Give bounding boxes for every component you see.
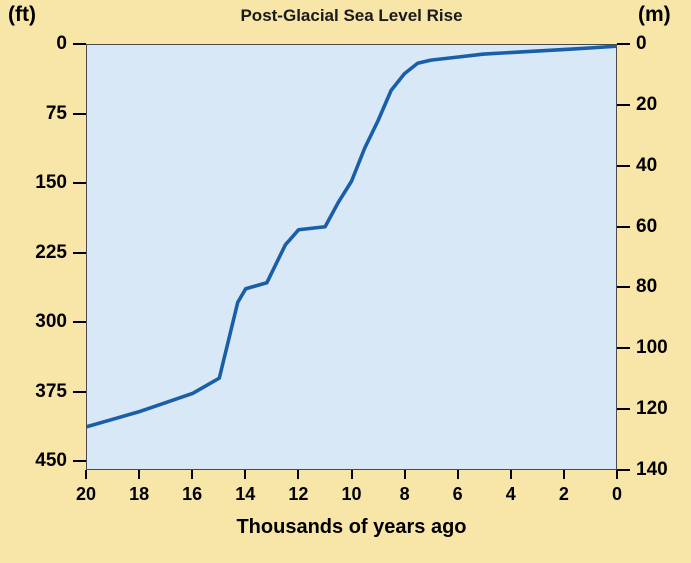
x-axis-tick-label: 20 (75, 484, 97, 504)
left-axis-tick-label: 375 (35, 380, 67, 402)
right-axis-tick (617, 408, 630, 411)
right-axis-tick-label: 140 (636, 459, 668, 480)
x-axis-label: Thousands of years ago (236, 516, 467, 538)
chart-title: Post-Glacial Sea Level Rise (240, 6, 463, 25)
x-axis-tick (138, 470, 141, 479)
right-axis-tick (617, 347, 630, 350)
left-axis-tick (73, 112, 86, 115)
right-axis-tick-label: 80 (636, 276, 658, 298)
x-axis-tick (509, 470, 512, 479)
x-axis-tick-label: 0 (611, 484, 622, 504)
right-axis-tick-label: 120 (636, 398, 668, 420)
x-axis-tick (456, 470, 459, 479)
x-axis-tick (191, 470, 194, 479)
right-axis-unit-label: (m) (638, 3, 671, 26)
x-axis-tick (562, 470, 565, 479)
left-axis-tick-label: 150 (35, 172, 67, 194)
right-axis-tick (617, 286, 630, 289)
right-axis-tick-label: 0 (636, 33, 647, 54)
right-axis-tick (617, 164, 630, 167)
left-axis-tick-label: 300 (35, 311, 67, 333)
right-axis-tick (617, 43, 630, 45)
x-axis-tick (297, 470, 300, 479)
sea-level-line (87, 45, 616, 429)
x-axis-tick (403, 470, 406, 479)
right-axis-tick-label: 40 (636, 154, 658, 176)
x-axis-tick-label: 2 (558, 484, 569, 504)
left-axis-tick-label: 225 (35, 241, 67, 263)
left-axis-tick-label: 450 (35, 450, 67, 472)
left-axis-tick (73, 182, 86, 185)
left-axis-unit-label: (ft) (8, 3, 36, 26)
left-axis-tick (73, 460, 86, 463)
right-axis-tick-label: 60 (636, 215, 658, 237)
left-axis-tick (73, 251, 86, 254)
x-axis-tick-label: 8 (399, 484, 410, 504)
plot-area (86, 44, 617, 470)
x-axis-tick (616, 470, 618, 479)
x-axis-tick-label: 4 (505, 484, 516, 504)
right-axis-tick (617, 225, 630, 228)
left-axis-tick-label: 0 (56, 33, 67, 54)
x-axis-tick-label: 14 (235, 484, 256, 504)
sea-level-curve (87, 45, 616, 429)
right-axis-tick (617, 469, 630, 471)
left-axis-tick (73, 43, 86, 45)
x-axis-tick (350, 470, 353, 479)
right-axis-tick-label: 100 (636, 337, 668, 359)
left-axis-tick (73, 390, 86, 393)
x-axis-tick (85, 470, 87, 479)
x-axis-tick-label: 12 (288, 484, 309, 504)
left-axis-tick (73, 321, 86, 324)
x-axis-tick-label: 6 (452, 484, 463, 504)
x-axis-tick-label: 10 (341, 484, 362, 504)
x-axis-tick-label: 16 (182, 484, 203, 504)
x-axis-tick (244, 470, 247, 479)
right-axis-tick (617, 103, 630, 106)
left-axis-tick-label: 75 (45, 102, 67, 124)
right-axis-tick-label: 20 (636, 93, 658, 115)
x-axis-tick-label: 18 (129, 484, 150, 504)
